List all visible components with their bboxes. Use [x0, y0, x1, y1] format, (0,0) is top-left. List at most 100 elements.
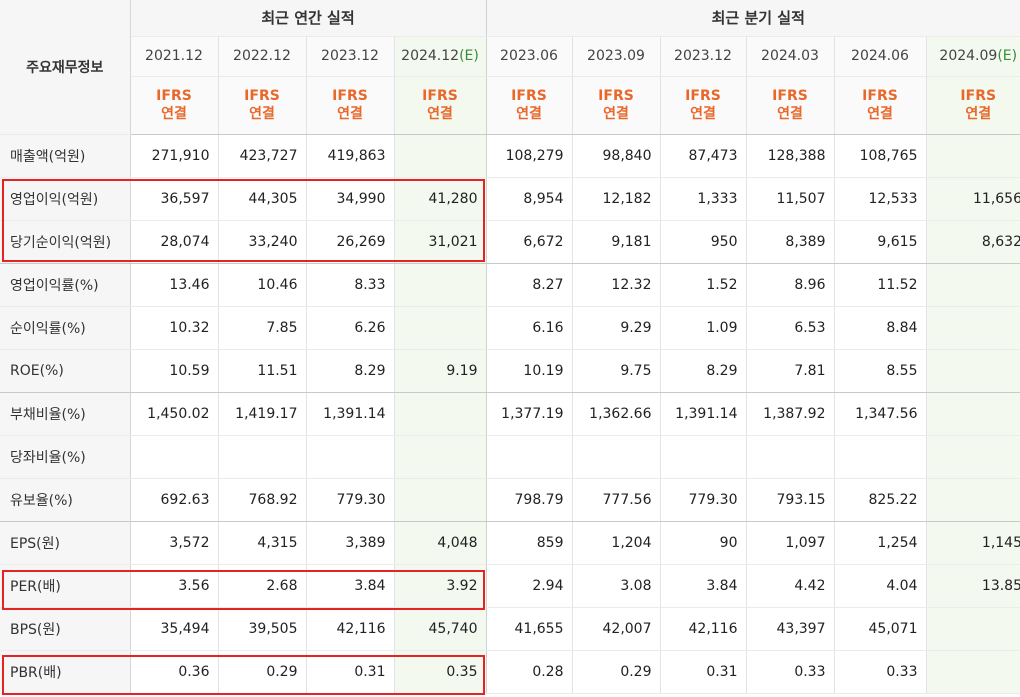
- value-cell: 692.63: [130, 478, 219, 522]
- value-cell: 8.96: [746, 263, 835, 307]
- value-cell: 0.33: [746, 650, 835, 694]
- value-cell: 793.15: [746, 478, 835, 522]
- consolidated-label: 연결: [867, 106, 893, 122]
- value-cell: 35,494: [130, 607, 219, 651]
- value-cell: [926, 607, 1020, 651]
- value-cell: [926, 392, 1020, 436]
- period-label: 2024.09: [939, 48, 998, 64]
- annual-group-header: 최근 연간 실적: [130, 0, 487, 37]
- ifrs-label: IFRS: [511, 88, 547, 104]
- value-cell: 3,389: [306, 521, 395, 565]
- value-cell: 34,990: [306, 177, 395, 221]
- estimate-marker: (E): [997, 48, 1018, 64]
- value-cell: 825.22: [834, 478, 927, 522]
- period-header: 2021.12: [130, 36, 219, 77]
- value-cell: [926, 134, 1020, 178]
- value-cell: 3.56: [130, 564, 219, 608]
- value-cell: 4,048: [394, 521, 487, 565]
- value-cell: [130, 435, 219, 479]
- value-cell: 28,074: [130, 220, 219, 264]
- value-cell: 2.68: [218, 564, 307, 608]
- value-cell: [394, 435, 487, 479]
- value-cell: 42,116: [306, 607, 395, 651]
- value-cell: [926, 306, 1020, 350]
- value-cell: 777.56: [572, 478, 661, 522]
- value-cell: 9.75: [572, 349, 661, 393]
- ifrs-link[interactable]: IFRS 연결: [306, 76, 395, 135]
- value-cell: 0.29: [572, 650, 661, 694]
- value-cell: 26,269: [306, 220, 395, 264]
- value-cell: 36,597: [130, 177, 219, 221]
- ifrs-label: IFRS: [862, 88, 898, 104]
- value-cell: 9,615: [834, 220, 927, 264]
- consolidated-label: 연결: [161, 106, 187, 122]
- value-cell: 8.29: [660, 349, 747, 393]
- value-cell: 3,572: [130, 521, 219, 565]
- period-label: 2023.09: [587, 48, 645, 64]
- value-cell: 0.29: [218, 650, 307, 694]
- ifrs-link[interactable]: IFRS 연결: [394, 76, 487, 135]
- value-cell: 9,181: [572, 220, 661, 264]
- value-cell: 4.42: [746, 564, 835, 608]
- ifrs-link[interactable]: IFRS 연결: [486, 76, 573, 135]
- ifrs-link[interactable]: IFRS 연결: [834, 76, 927, 135]
- ifrs-link[interactable]: IFRS 연결: [130, 76, 219, 135]
- value-cell: 7.85: [218, 306, 307, 350]
- table-row: ROE(%) 10.59 11.51 8.29 9.19 10.19 9.75 8.29 7.8…: [0, 349, 1020, 393]
- ifrs-link[interactable]: IFRS 연결: [218, 76, 307, 135]
- value-cell: 2.94: [486, 564, 573, 608]
- value-cell: 42,116: [660, 607, 747, 651]
- ifrs-label: IFRS: [960, 88, 997, 104]
- table-row: EPS(원) 3,572 4,315 3,389 4,048 859 1,204 90 1,09…: [0, 521, 1020, 565]
- table-row: 순이익률(%) 10.32 7.85 6.26 6.16 9.29 1.09 6.53 8.84: [0, 306, 1020, 350]
- consolidated-label: 연결: [337, 106, 363, 122]
- value-cell: 3.84: [660, 564, 747, 608]
- value-cell: 3.92: [394, 564, 487, 608]
- value-cell: 8.33: [306, 263, 395, 307]
- consolidated-label: 연결: [603, 106, 629, 122]
- value-cell: [218, 435, 307, 479]
- value-cell: 3.84: [306, 564, 395, 608]
- value-cell: 10.46: [218, 263, 307, 307]
- period-header: 2023.09: [572, 36, 661, 77]
- value-cell: [572, 435, 661, 479]
- value-cell: 8,954: [486, 177, 573, 221]
- ifrs-link[interactable]: IFRS 연결: [746, 76, 835, 135]
- row-label: 당좌비율(%): [0, 435, 131, 479]
- value-cell: 108,279: [486, 134, 573, 178]
- ifrs-link[interactable]: IFRS 연결: [926, 76, 1020, 135]
- value-cell: 0.33: [834, 650, 927, 694]
- value-cell: 44,305: [218, 177, 307, 221]
- value-cell: 33,240: [218, 220, 307, 264]
- value-cell: 0.31: [660, 650, 747, 694]
- value-cell: [926, 435, 1020, 479]
- value-cell: [660, 435, 747, 479]
- row-label: 영업이익(억원): [0, 177, 131, 221]
- ifrs-link[interactable]: IFRS 연결: [660, 76, 747, 135]
- value-cell: 0.35: [394, 650, 487, 694]
- value-cell: 10.59: [130, 349, 219, 393]
- period-header: 2022.12: [218, 36, 307, 77]
- value-cell: 1,204: [572, 521, 661, 565]
- table-row: 당좌비율(%): [0, 435, 1020, 479]
- value-cell: 13.85: [926, 564, 1020, 608]
- value-cell: 768.92: [218, 478, 307, 522]
- corner-header: 주요재무정보: [0, 0, 131, 135]
- value-cell: 1,254: [834, 521, 927, 565]
- consolidated-label: 연결: [777, 106, 803, 122]
- value-cell: 4.04: [834, 564, 927, 608]
- ifrs-label: IFRS: [156, 88, 192, 104]
- value-cell: [394, 478, 487, 522]
- consolidated-label: 연결: [516, 106, 542, 122]
- table-row: BPS(원) 35,494 39,505 42,116 45,740 41,655 42,0…: [0, 607, 1020, 651]
- value-cell: 90: [660, 521, 747, 565]
- value-cell: 950: [660, 220, 747, 264]
- value-cell: 12,533: [834, 177, 927, 221]
- value-cell: 11,507: [746, 177, 835, 221]
- value-cell: 6,672: [486, 220, 573, 264]
- period-label: 2021.12: [145, 48, 203, 64]
- period-label: 2022.12: [233, 48, 291, 64]
- table-row: 영업이익(억원) 36,597 44,305 34,990 41,280 8,954 12,…: [0, 177, 1020, 221]
- ifrs-link[interactable]: IFRS 연결: [572, 76, 661, 135]
